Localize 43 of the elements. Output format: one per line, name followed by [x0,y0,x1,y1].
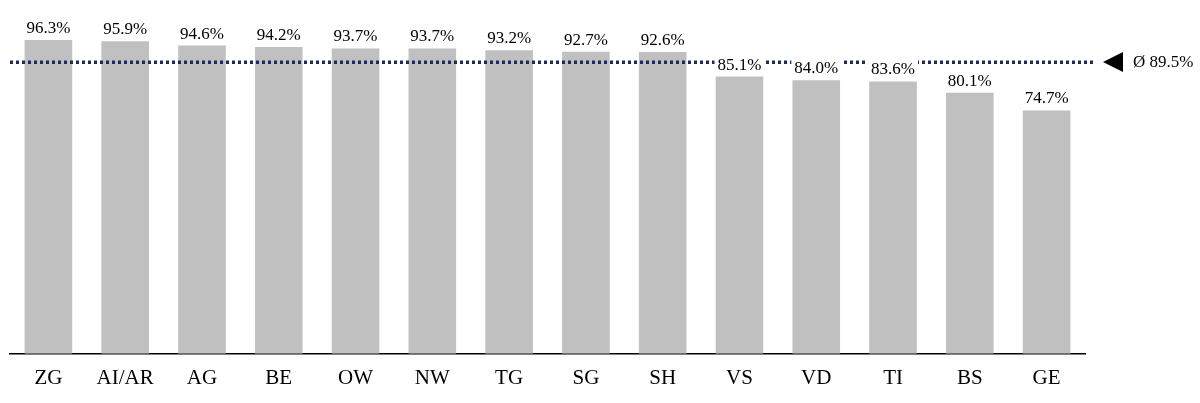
data-label: 80.1% [947,70,992,90]
x-tick-label: AI/AR [96,364,154,389]
data-label: 83.6% [871,59,915,79]
data-label: 85.1% [717,54,762,74]
data-label: 96.3% [26,18,71,38]
data-label: 93.2% [487,28,532,48]
x-tick-label: SH [649,364,677,389]
data-label: 95.9% [103,19,148,39]
x-tick-label: BE [265,364,293,389]
data-label: 94.2% [256,24,301,44]
data-label: 84.0% [794,58,839,78]
x-tick-label: VS [726,364,753,389]
bar [792,80,841,354]
data-label: 92.6% [640,30,685,50]
bar [562,51,610,354]
x-tick-label: TI [883,364,903,389]
x-tick-label: TG [495,364,524,389]
bar [178,45,226,354]
ref-line-label: Ø 89.5% [1133,51,1194,71]
bar [331,48,380,354]
x-tick-label: ZG [34,364,63,389]
x-tick-label: VD [801,364,832,389]
bar [1022,110,1071,354]
data-label: 93.7% [333,26,378,46]
x-tick-label: SG [572,364,600,389]
bar [715,76,764,354]
bar [408,48,457,354]
x-tick-label: AG [186,364,218,389]
bar [946,92,994,354]
bar [254,46,303,354]
x-tick-label: GE [1032,364,1061,389]
bar [869,81,917,354]
x-tick-label: BS [956,364,983,389]
data-label: 94.6% [180,23,224,43]
bar [485,50,533,354]
bar [24,40,73,354]
data-label: 92.7% [563,29,608,49]
bar [101,41,149,354]
bar [638,52,687,354]
x-tick-label: OW [338,364,374,389]
x-tick-label: NW [414,364,450,389]
data-label: 74.7% [1024,88,1069,108]
data-label: 93.7% [410,26,455,46]
